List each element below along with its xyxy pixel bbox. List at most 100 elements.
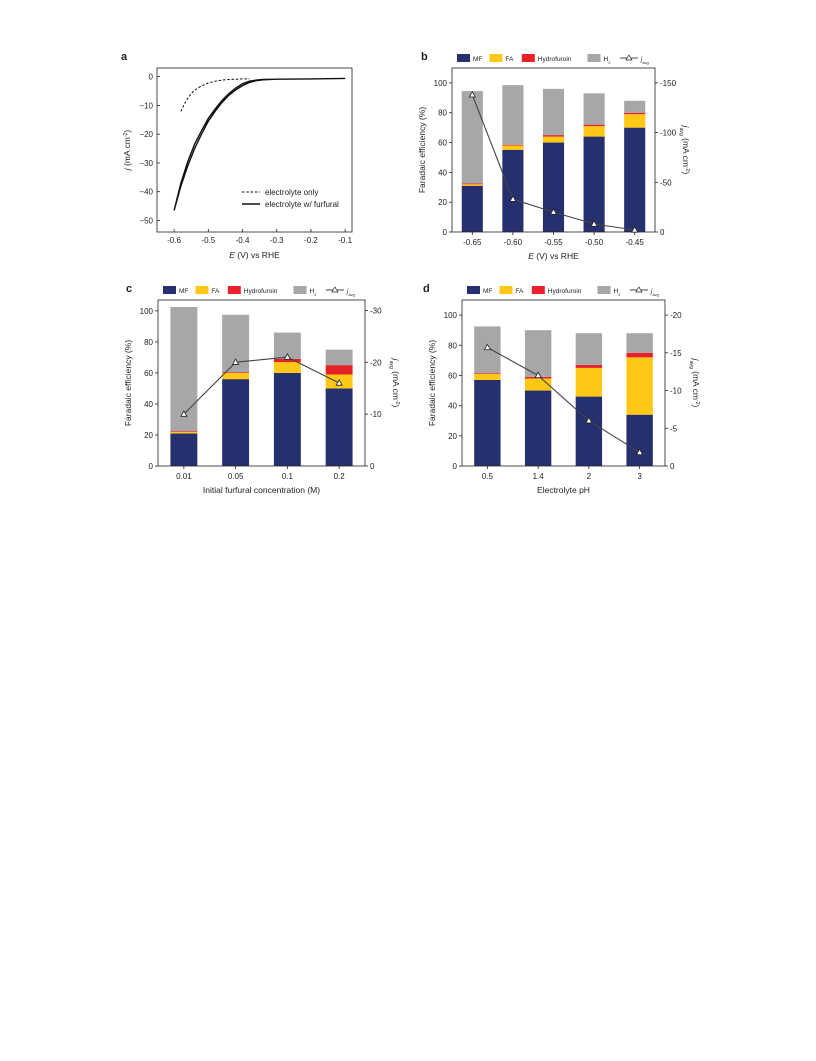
y2-tick-label-part: -5 [670,424,678,433]
x-tick-label-part: 1.4 [533,472,545,481]
legend-label-part: H [310,288,315,295]
bar-mf [626,414,653,466]
legend-label-part: Hydrofuroin [244,288,278,295]
y-tick-label-part: 100 [444,311,458,320]
panel-d: d 0.5 1.4 2 3 0 20 40 60 80 100 0 -5 -10 -15 -20 Electro… [423,283,701,495]
y2-tick-label-part: -20 [670,311,682,320]
legend-label: H2 [614,288,621,297]
series-line [180,78,250,112]
y-tick-label-part: 40 [438,168,447,177]
y2-axis-label-part: ) [691,404,701,407]
legend-label-part: Hydrofuroin [538,56,572,63]
y-axis-label-part: j [122,167,132,171]
javg-marker [335,378,343,386]
y2-tick-label-part: -100 [660,129,677,138]
bar-fa [222,372,250,380]
y-tick-label-part: 80 [144,338,153,347]
javg-marker [509,195,517,202]
bar-fa [170,431,198,434]
y2-axis-label-part: avg [388,361,394,369]
y2-axis-label: javg (mA cm-2) [388,358,401,408]
plot-frame [156,67,353,233]
legend-label-part: j [640,56,643,63]
bar-hydrofuroin [170,431,198,432]
javg-marker [483,343,492,351]
legend-label: MF [179,288,188,295]
bar-fa [474,373,501,380]
y2-tick-label-part: 0 [670,462,675,471]
x-tick-label-part: -0.5 [201,236,215,245]
y2-axis-label-part: (mA cm [691,369,701,400]
x-axis-label-part: E [528,251,534,261]
y2-tick-label-part: 0 [370,462,375,471]
legend-swatch [163,286,176,294]
legend-swatch [499,286,513,294]
x-tick-label: -0.3 [270,236,284,245]
x-tick-label: 2 [587,472,592,481]
y-tick-label: −50 [139,216,153,225]
x-tick-label-part: -0.4 [236,236,250,245]
y2-axis-label-part: -2 [694,400,700,405]
y-tick-label: 60 [144,369,153,378]
y-tick-label-part: −50 [139,216,153,225]
y-tick-label: 100 [444,311,458,320]
y2-axis-label-part: j [391,358,401,362]
legend-label: electrolyte w/ furfural [265,200,339,209]
y2-tick-label: -20 [370,358,382,367]
bar-hydrofuroin [575,364,603,368]
y-tick-label: 20 [438,198,447,207]
plot-frame [461,299,666,467]
javg-marker [283,353,292,360]
bar-mf [273,372,301,466]
x-tick-label: -0.6 [167,236,181,245]
y2-tick-label-part: -30 [370,306,382,315]
legend-label-part: j [650,288,653,295]
y-tick-label-part: −20 [139,130,153,139]
legend-swatch [531,286,545,294]
bar-mf [170,433,198,466]
legend-label-part: FA [211,288,220,295]
y2-tick-label: 0 [660,228,665,237]
legend-swatch [587,54,601,62]
legend-label: Hydrofuroin [538,56,572,63]
y-axis-label: j (mA cm-2) [122,130,132,172]
y2-axis-label-part: ) [681,171,691,174]
bar-fa [461,184,483,186]
y-tick-label: 0 [443,228,448,237]
x-tick-label: 0.2 [334,472,346,481]
y-tick-label-part: 60 [144,369,153,378]
y-tick-label: 40 [438,168,447,177]
y2-axis-label-part: avg [678,128,684,136]
bar-mf [542,142,565,232]
y2-axis-label-part: j [681,125,691,129]
y2-tick-label-part: -50 [660,178,672,187]
x-tick-label: 0.1 [282,472,294,481]
panel-label-part: d [423,283,430,295]
x-tick-label-part: -0.45 [626,238,645,247]
y-tick-label-part: 20 [144,431,153,440]
x-axis-label: Initial furfural concentration (M) [203,485,320,495]
x-tick-label: 0.01 [176,472,192,481]
bar-hydrofuroin [626,352,653,358]
panel-c: c 0.01 0.05 0.1 0.2 0 20 40 60 80 100 0 -10 -20 -30 Ini… [123,283,401,495]
bar-hydrofuroin [474,373,501,374]
y-tick-label: 40 [144,400,153,409]
x-tick-label-part: -0.1 [338,236,352,245]
x-axis-label-part: Initial furfural concentration (M) [203,485,320,495]
x-tick-label-part: 0.1 [282,472,294,481]
bar-hydrofuroin [502,144,524,146]
legend-label-part: FA [505,56,514,63]
y-axis-label-part: (mA cm [122,137,132,168]
y-tick-label-part: 0 [453,462,458,471]
legend-label-part: avg [348,292,354,297]
legend-label-part: j [346,288,349,295]
legend-swatch [457,54,470,62]
y-axis-label-part: Faradaic efficiency (%) [427,340,437,426]
y-tick-label: 20 [448,432,457,441]
x-tick-label: -0.4 [236,236,250,245]
legend-label: FA [211,288,220,295]
y-tick-label: −10 [139,101,153,110]
y2-tick-label-part: -10 [370,410,382,419]
legend-label-part: 2 [618,292,620,297]
legend-swatch [521,54,535,62]
